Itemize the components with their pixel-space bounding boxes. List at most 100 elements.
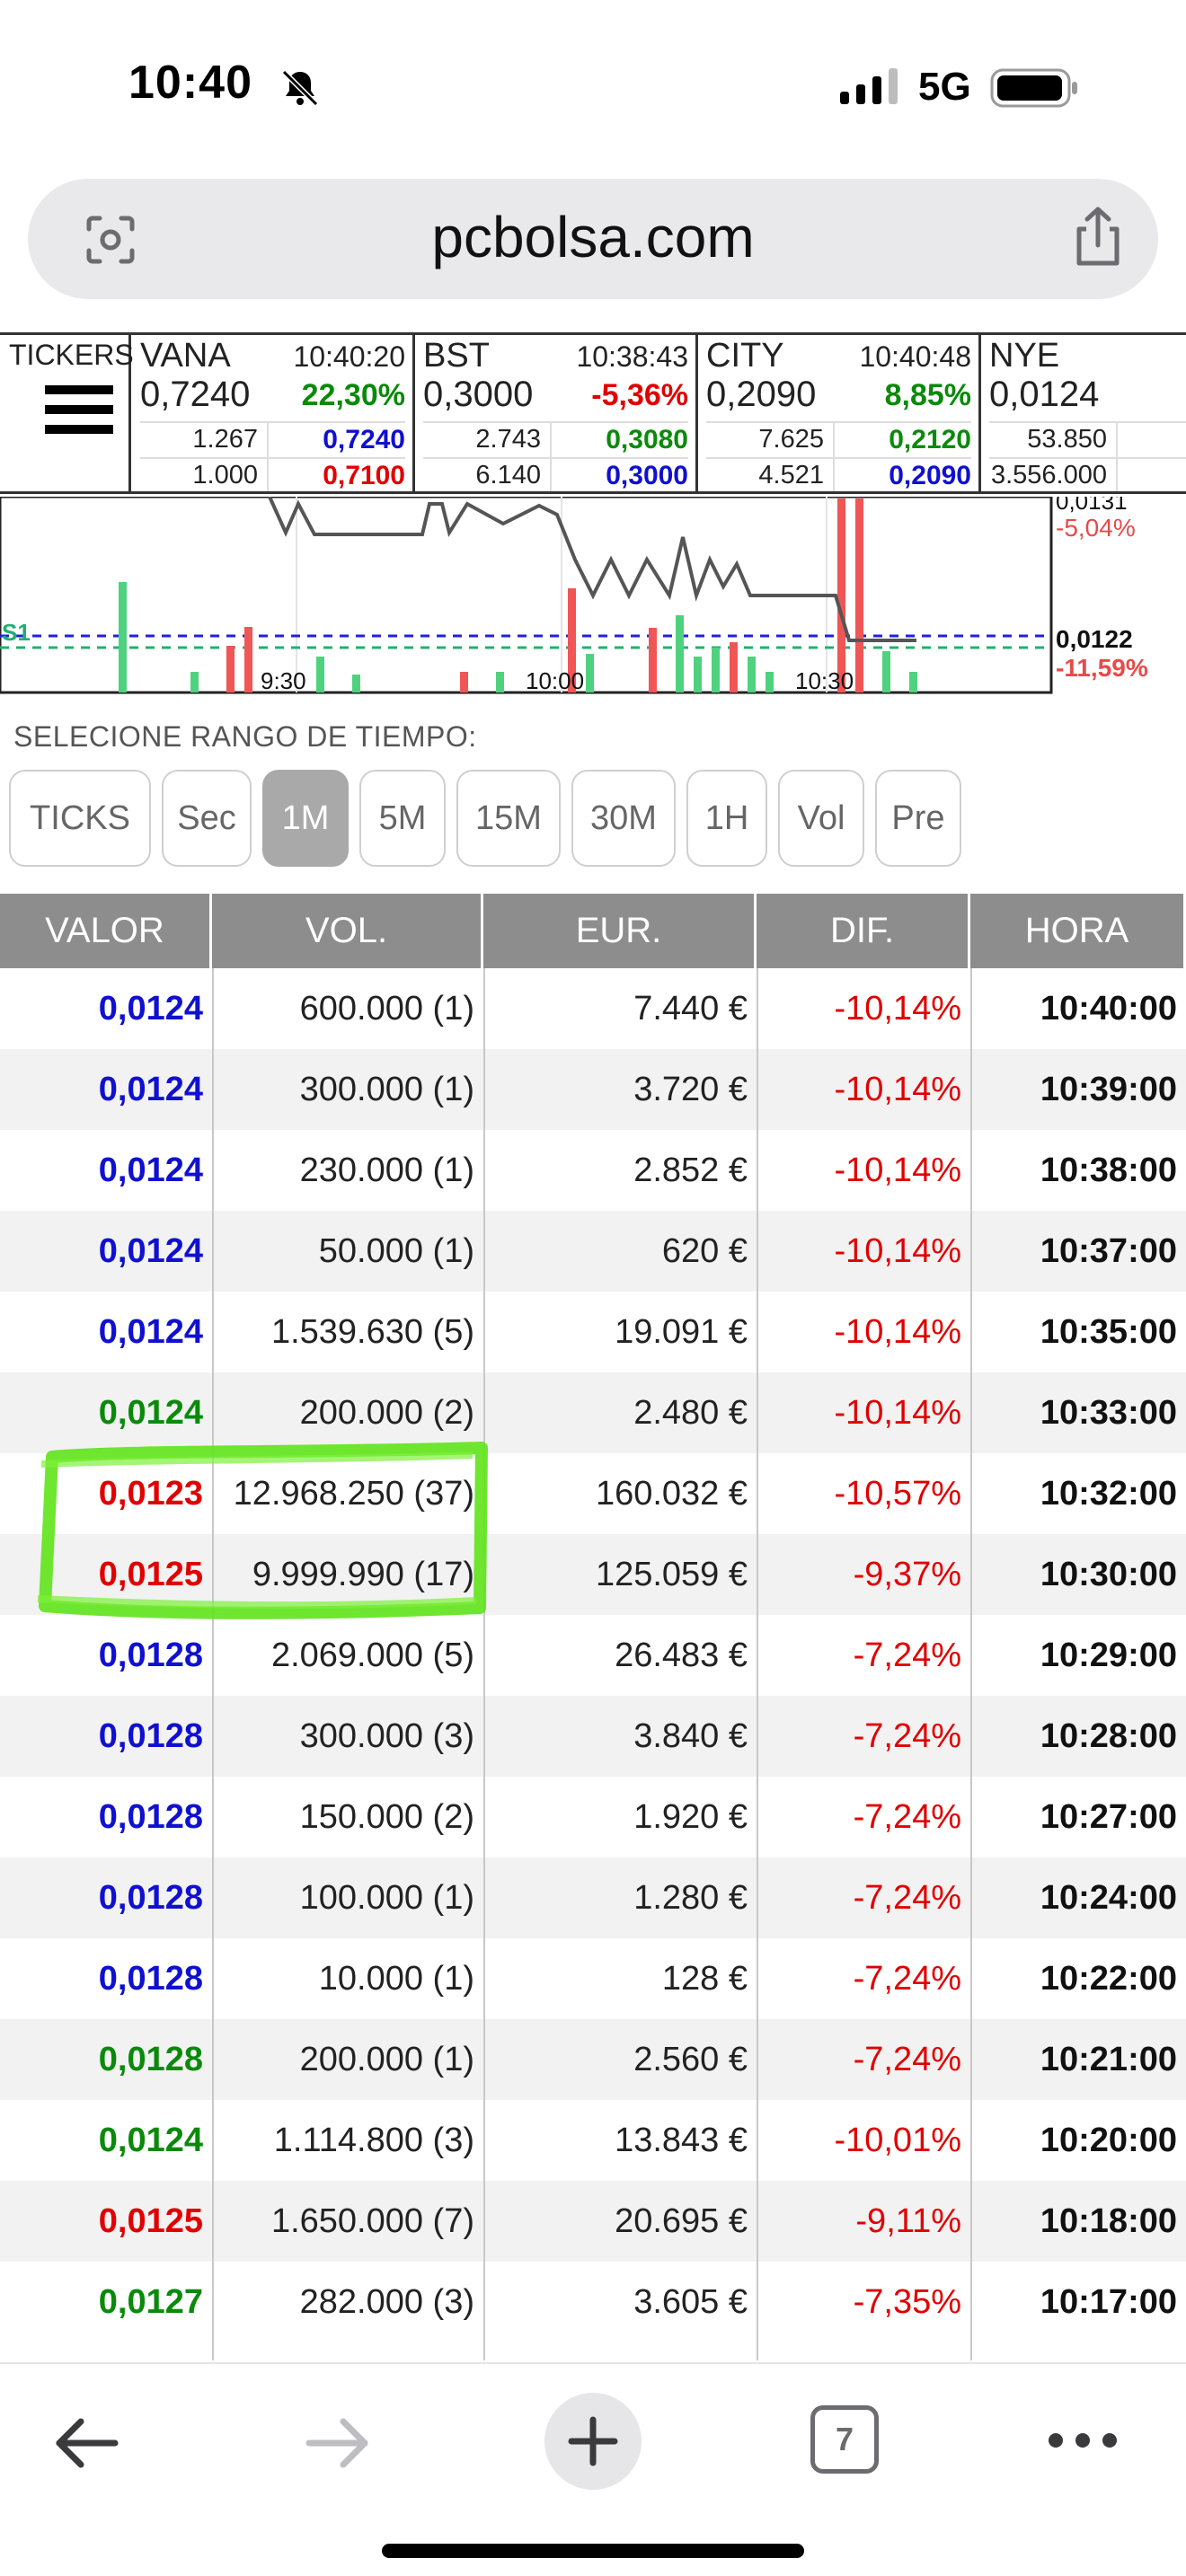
chart-top-price: 0,0131 [1056, 497, 1128, 515]
range-button-15m[interactable]: 15M [456, 770, 561, 867]
new-tab-button[interactable] [544, 2393, 642, 2490]
cell-valor: 0,0124 [98, 1151, 203, 1189]
table-row: 0,0128 10.000 (1) 128 € -7,24% 10:22:00 [0, 1938, 1186, 2019]
volume-bar [909, 672, 917, 693]
cell-eur: 620 € [661, 1232, 748, 1270]
ticker-ask-volume: 6.140 [475, 461, 541, 490]
cell-hora: 10:24:00 [1040, 1879, 1177, 1917]
range-button-1m[interactable]: 1M [262, 770, 349, 867]
table-row: 0,0125 9.999.990 (17) 125.059 € -9,37% 10:30… [0, 1534, 1186, 1615]
cell-valor: 0,0125 [98, 2202, 203, 2240]
ticker-divider [423, 457, 688, 459]
cell-volume: 200.000 (1) [299, 2041, 474, 2078]
cell-eur: 1.280 € [633, 1879, 748, 1917]
ticker-divider [423, 421, 688, 423]
ticker-divider [550, 421, 552, 491]
ticker-divider [140, 421, 405, 423]
ticker-bid-volume: 1.267 [192, 425, 258, 454]
intraday-chart: 0,0131-5,04% 0,0122-11,59% S1 9:30 10:00 10:3… [0, 497, 1148, 694]
table-row: 0,0124 1.539.630 (5) 19.091 € -10,14% 10:35:… [0, 1292, 1186, 1372]
range-button-ticks[interactable]: TICKS [9, 770, 151, 867]
hamburger-icon[interactable] [45, 382, 113, 437]
ticker-vana[interactable]: VANA 10:40:20 0,7240 22,30% 1.267 1.000 0,7240… [133, 335, 415, 491]
cell-hora: 10:40:00 [1040, 990, 1177, 1028]
chart-top-pct: -5,04% [1056, 514, 1136, 542]
range-button-1h[interactable]: 1H [686, 770, 767, 867]
chart-time-label: 10:30 [795, 667, 854, 694]
table-row: 0,0124 200.000 (2) 2.480 € -10,14% 10:33:00 [0, 1372, 1186, 1453]
range-button-pre[interactable]: Pre [875, 770, 961, 867]
column-header-hora[interactable]: HORA [970, 894, 1186, 968]
table-row: 0,0128 2.069.000 (5) 26.483 € -7,24% 10:29:0… [0, 1615, 1186, 1696]
cell-dif: -10,14% [834, 1313, 961, 1351]
table-row: 0,0128 200.000 (1) 2.560 € -7,24% 10:21:00 [0, 2019, 1186, 2100]
range-button-30m[interactable]: 30M [571, 770, 676, 867]
ticker-city[interactable]: CITY 10:40:48 0,2090 8,85% 7.625 4.521 0,2120 0… [699, 335, 981, 491]
ticker-divider [989, 421, 1186, 423]
ticker-price: 0,0124 [989, 375, 1100, 414]
share-icon[interactable] [1070, 206, 1126, 269]
tabs-button[interactable]: 7 [810, 2405, 879, 2474]
ticker-change: -5,36% [591, 378, 688, 412]
url-text[interactable]: pcbolsa.com [431, 205, 755, 269]
tickers-label: TICKERS [9, 339, 134, 371]
status-bar: 10:40 5G [0, 0, 1186, 171]
cell-volume: 50.000 (1) [318, 1232, 474, 1270]
table-row: 0,0128 150.000 (2) 1.920 € -7,24% 10:27:00 [0, 1777, 1186, 1857]
range-button-sec[interactable]: Sec [162, 770, 252, 867]
ticker-price: 0,2090 [706, 375, 817, 414]
cell-dif: -10,57% [834, 1475, 961, 1513]
column-header-valor[interactable]: VALOR [0, 894, 212, 968]
volume-bar [496, 672, 504, 693]
ticker-price: 0,3000 [423, 375, 534, 414]
column-header-dif[interactable]: DIF. [757, 894, 970, 968]
cell-dif: -10,14% [834, 1151, 961, 1189]
range-button-vol[interactable]: Vol [778, 770, 864, 867]
cell-dif: -10,14% [834, 1394, 961, 1432]
ticker-divider [267, 421, 269, 491]
cell-volume: 12.968.250 (37) [233, 1475, 474, 1513]
volume-bar [676, 615, 684, 693]
cell-hora: 10:28:00 [1040, 1717, 1177, 1755]
forward-icon[interactable] [304, 2416, 372, 2470]
cell-valor: 0,0128 [98, 1636, 203, 1674]
ticker-bst[interactable]: BST 10:38:43 0,3000 -5,36% 2.743 6.140 0,3080 0… [416, 335, 698, 491]
battery-icon [990, 68, 1077, 108]
volume-bar [460, 672, 468, 693]
back-icon[interactable] [52, 2416, 120, 2470]
ticker-strip: TICKERS VANA 10:40:20 0,7240 22,30% 1.267 1.0… [0, 332, 1186, 494]
cell-volume: 300.000 (3) [299, 1717, 474, 1755]
cell-dif: -7,24% [853, 2041, 961, 2078]
cell-valor: 0,0127 [98, 2283, 203, 2321]
lens-icon[interactable] [82, 211, 139, 269]
cell-volume: 200.000 (2) [299, 1394, 474, 1432]
volume-bar [712, 648, 720, 693]
cell-eur: 3.840 € [633, 1717, 748, 1755]
cell-valor: 0,0125 [98, 1556, 203, 1593]
range-button-5m[interactable]: 5M [359, 770, 446, 867]
cell-valor: 0,0124 [98, 1232, 203, 1270]
more-icon[interactable] [1047, 2427, 1119, 2454]
cell-eur: 3.605 € [633, 2283, 748, 2321]
column-header-eur[interactable]: EUR. [483, 894, 757, 968]
volume-bar [244, 627, 252, 693]
ticker-ask-volume: 3.556.000 [990, 461, 1107, 490]
column-header-vol[interactable]: VOL. [212, 894, 483, 968]
cell-hora: 10:22:00 [1040, 1960, 1177, 1998]
cell-hora: 10:21:00 [1040, 2041, 1177, 2078]
cell-valor: 0,0124 [98, 1394, 203, 1432]
plus-icon [568, 2416, 618, 2466]
ticker-time: 10:40:48 [859, 340, 971, 373]
ticker-name: NYE [989, 337, 1060, 375]
price-series-line [268, 497, 916, 642]
address-bar[interactable]: pcbolsa.com [28, 179, 1158, 299]
browser-toolbar: 7 [0, 2362, 1186, 2576]
tickers-menu[interactable]: TICKERS [4, 335, 134, 491]
network-label: 5G [918, 65, 971, 109]
ticker-ask-volume: 4.521 [758, 461, 824, 490]
ticker-divider [706, 457, 971, 459]
ticker-price: 0,7240 [140, 375, 251, 414]
tabs-icon: 7 [835, 2421, 854, 2457]
volume-bar [649, 628, 657, 693]
